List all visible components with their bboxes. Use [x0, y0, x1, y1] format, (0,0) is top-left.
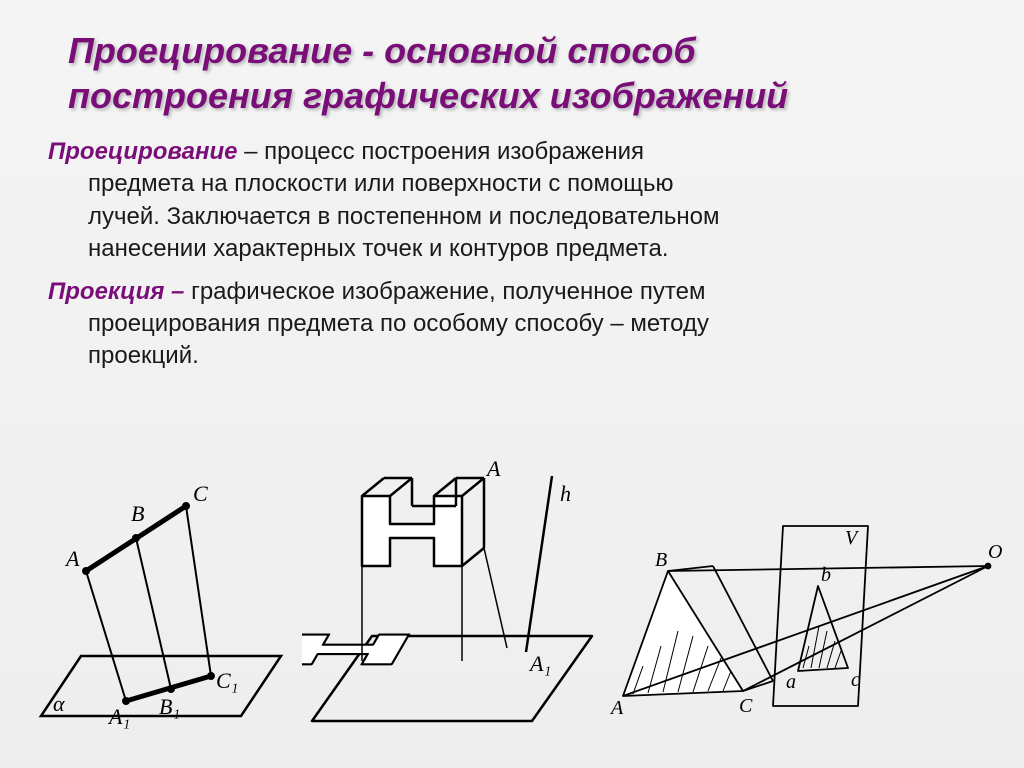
p2-l2: проецирования предмета по особому способ… — [48, 308, 968, 340]
p1-l3: лучей. Заключается в постепенном и после… — [48, 201, 968, 233]
label-a: a — [786, 671, 796, 693]
label-A-fig3: A — [609, 697, 624, 719]
paragraph-2: Проекция – графическое изображение, полу… — [48, 276, 968, 373]
label-A1-fig2: A₁ — [528, 651, 551, 676]
label-A1: A₁ — [107, 704, 130, 729]
figure-1-parallel-projection: A B C A₁ B₁ C₁ α — [21, 466, 301, 756]
label-A: A — [64, 546, 80, 571]
label-B-fig3: B — [655, 549, 667, 571]
label-B1: B₁ — [159, 694, 180, 719]
p1-l2: предмета на плоскости или поверхности с … — [48, 168, 968, 200]
label-alpha: α — [53, 691, 65, 716]
figures-row: A B C A₁ B₁ C₁ α — [0, 456, 1024, 756]
label-C: C — [193, 481, 208, 506]
label-O: O — [988, 541, 1002, 563]
p1-l4: нанесении характерных точек и контуров п… — [48, 233, 968, 265]
label-C1: C₁ — [216, 668, 238, 693]
p2-rest: графическое изображение, полученное путе… — [184, 278, 705, 305]
label-B: B — [131, 501, 144, 526]
slide-container: Проецирование - основной способ построен… — [0, 0, 1024, 768]
paragraph-1: Проецирование – процесс построения изобр… — [48, 136, 968, 266]
p1-rest: – процесс построения изображения — [237, 138, 644, 165]
label-V: V — [845, 527, 860, 549]
term-projection-image: Проекция – — [48, 278, 184, 305]
label-A-fig2: A — [485, 456, 501, 481]
p2-l3: проекций. — [48, 340, 968, 372]
term-projection-process: Проецирование — [48, 138, 237, 165]
label-b: b — [821, 564, 831, 586]
title-line-1: Проецирование - основной способ — [68, 30, 696, 71]
label-C-fig3: C — [739, 695, 753, 717]
label-c: c — [851, 669, 860, 691]
slide-title: Проецирование - основной способ построен… — [48, 28, 976, 118]
figure-3-central-projection: A B C a b c V O — [603, 496, 1003, 756]
figure-2-h-projection: A h A₁ — [302, 456, 602, 756]
title-line-2: построения графических изображений — [68, 75, 788, 116]
label-h: h — [560, 481, 571, 506]
